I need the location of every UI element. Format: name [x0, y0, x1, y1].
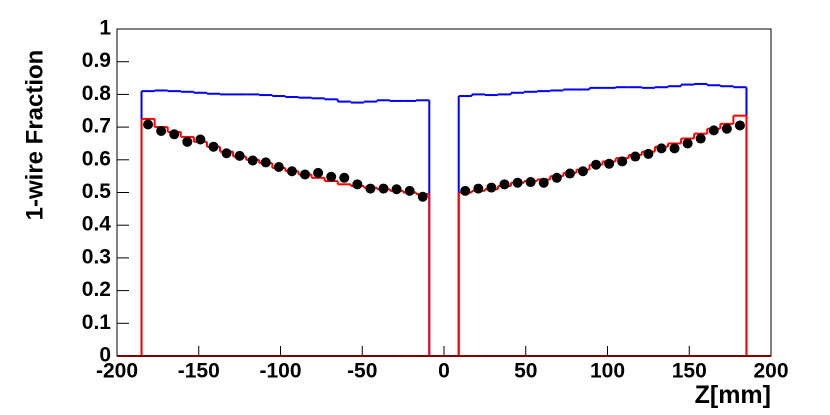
data-point	[538, 177, 549, 188]
data-point	[512, 177, 523, 188]
y-tick-label: 0.6	[82, 147, 111, 170]
x-tick-label: -100	[259, 360, 301, 383]
data-point	[630, 151, 641, 162]
data-point	[656, 143, 667, 154]
data-point	[721, 123, 732, 134]
y-tick-label: 1	[99, 17, 111, 40]
data-point	[208, 141, 219, 152]
data-point	[417, 191, 428, 202]
data-point	[499, 179, 510, 190]
data-point	[734, 120, 745, 131]
x-tick-label: -200	[96, 360, 138, 383]
data-point	[247, 155, 258, 166]
data-point	[695, 133, 706, 144]
data-point	[169, 129, 180, 140]
y-tick-label: 0.7	[82, 115, 111, 138]
data-point	[577, 166, 588, 177]
data-point	[617, 156, 628, 167]
data-point	[404, 185, 415, 196]
y-tick-label: 0.5	[82, 180, 112, 203]
data-point	[643, 148, 654, 159]
data-point	[156, 126, 167, 137]
x-tick-label: 0	[438, 360, 450, 383]
x-tick-label: -50	[347, 360, 377, 383]
data-point	[525, 177, 536, 188]
data-point	[260, 157, 271, 168]
data-point	[300, 169, 311, 180]
data-point	[591, 159, 602, 170]
data-point	[682, 138, 693, 149]
data-point	[564, 168, 575, 179]
data-point	[234, 150, 245, 161]
data-point	[195, 134, 206, 145]
y-tick-label: 0	[99, 344, 111, 367]
x-tick-label: 100	[590, 360, 625, 383]
y-tick-label: 0.2	[82, 278, 111, 301]
data-point	[352, 179, 363, 190]
data-point	[326, 171, 337, 182]
y-tick-label: 0.4	[82, 213, 112, 236]
x-tick-label: 150	[672, 360, 707, 383]
data-point	[313, 167, 324, 178]
y-tick-label: 0.1	[82, 311, 112, 334]
data-point	[378, 183, 389, 194]
x-tick-label: -150	[178, 360, 220, 383]
data-point	[604, 158, 615, 169]
data-point	[460, 185, 471, 196]
data-point	[286, 166, 297, 177]
x-tick-label: 50	[514, 360, 537, 383]
x-tick-label: 200	[753, 360, 788, 383]
data-point	[273, 161, 284, 172]
data-point	[669, 143, 680, 154]
data-point	[221, 148, 232, 159]
y-tick-label: 0.9	[82, 49, 111, 72]
y-tick-label: 0.3	[82, 245, 111, 268]
data-point	[143, 119, 154, 130]
plot-frame	[116, 28, 772, 357]
y-tick-label: 0.8	[82, 82, 112, 105]
data-point	[365, 183, 376, 194]
data-point	[391, 184, 402, 195]
data-point	[708, 125, 719, 136]
data-point	[182, 136, 193, 147]
data-point	[486, 182, 497, 193]
x-axis-title: Z[mm]	[695, 381, 771, 409]
data-point	[551, 172, 562, 183]
data-point	[339, 172, 350, 183]
data-point	[473, 183, 484, 194]
y-axis-title: 1-wire Fraction	[21, 50, 48, 221]
